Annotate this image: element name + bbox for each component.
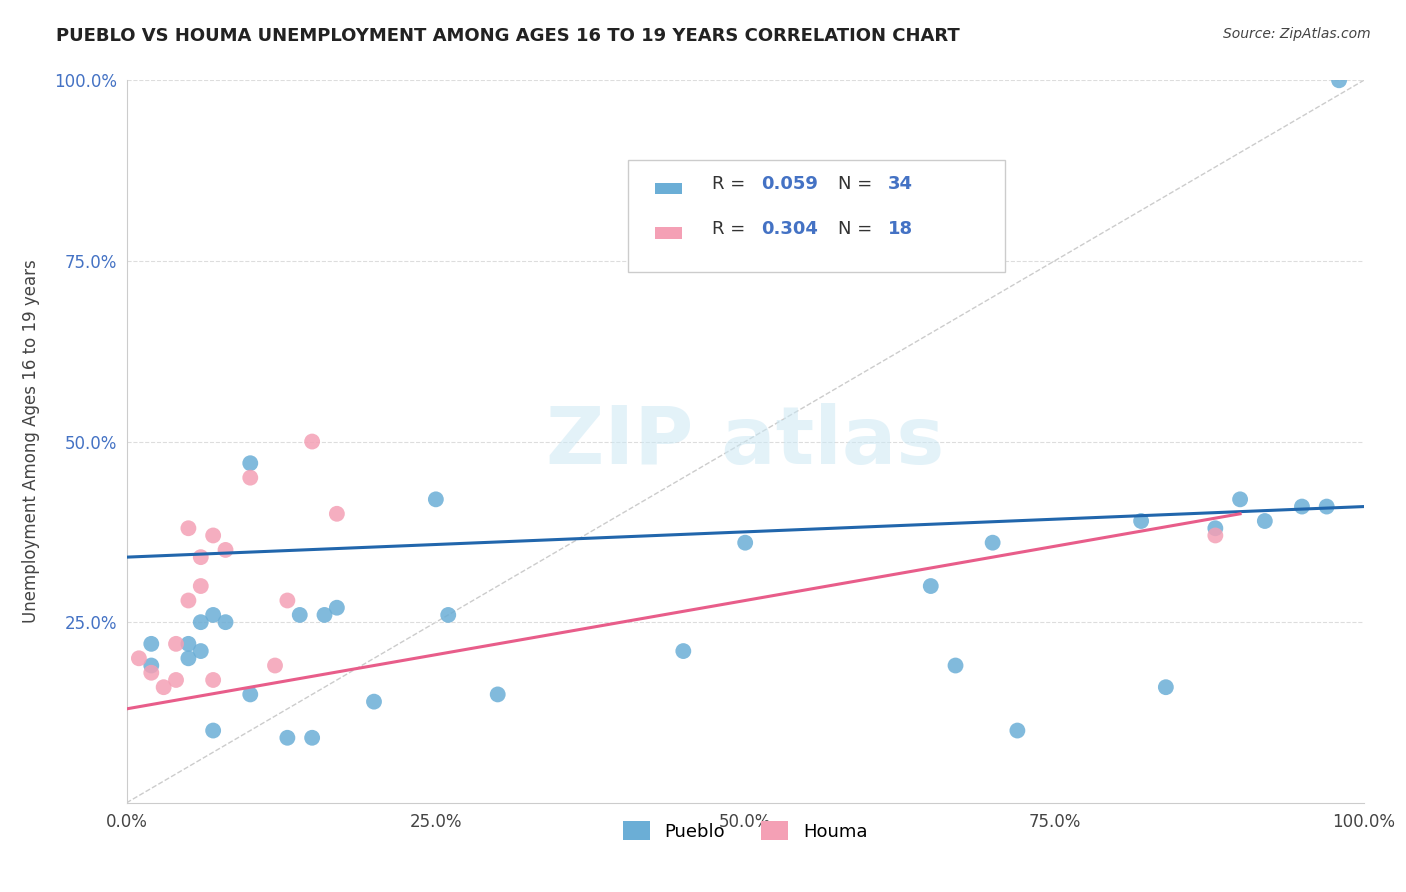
Text: 0.304: 0.304 xyxy=(761,220,818,238)
Text: PUEBLO VS HOUMA UNEMPLOYMENT AMONG AGES 16 TO 19 YEARS CORRELATION CHART: PUEBLO VS HOUMA UNEMPLOYMENT AMONG AGES … xyxy=(56,27,960,45)
Legend: Pueblo, Houma: Pueblo, Houma xyxy=(616,814,875,848)
Text: Source: ZipAtlas.com: Source: ZipAtlas.com xyxy=(1223,27,1371,41)
Point xyxy=(945,658,967,673)
Point xyxy=(1204,528,1226,542)
Point xyxy=(202,723,225,738)
Point xyxy=(1254,514,1277,528)
Point xyxy=(363,695,385,709)
Point xyxy=(920,579,942,593)
Point xyxy=(165,673,187,687)
Point xyxy=(177,521,200,535)
Point xyxy=(152,680,174,694)
Point xyxy=(437,607,460,622)
Point xyxy=(177,637,200,651)
Text: R =: R = xyxy=(711,176,751,194)
Text: 34: 34 xyxy=(887,176,912,194)
Text: ZIP atlas: ZIP atlas xyxy=(546,402,945,481)
Point xyxy=(672,644,695,658)
FancyBboxPatch shape xyxy=(655,183,682,194)
Text: 18: 18 xyxy=(887,220,912,238)
Point xyxy=(239,687,262,701)
Point xyxy=(177,651,200,665)
Point xyxy=(326,600,349,615)
Point xyxy=(214,542,236,557)
Point xyxy=(239,470,262,484)
Point xyxy=(486,687,509,701)
Point xyxy=(1316,500,1339,514)
Point xyxy=(202,673,225,687)
FancyBboxPatch shape xyxy=(655,227,682,239)
Point xyxy=(981,535,1004,549)
Point xyxy=(1154,680,1177,694)
Text: N =: N = xyxy=(838,176,877,194)
Text: 0.059: 0.059 xyxy=(761,176,818,194)
Point xyxy=(734,535,756,549)
Point xyxy=(202,528,225,542)
Point xyxy=(141,665,163,680)
Point xyxy=(190,579,212,593)
Point xyxy=(301,731,323,745)
Y-axis label: Unemployment Among Ages 16 to 19 years: Unemployment Among Ages 16 to 19 years xyxy=(22,260,39,624)
Point xyxy=(1007,723,1029,738)
Point xyxy=(276,731,298,745)
Point xyxy=(239,456,262,470)
Point xyxy=(190,550,212,565)
Point xyxy=(128,651,150,665)
Point xyxy=(301,434,323,449)
Point xyxy=(177,593,200,607)
Point xyxy=(326,507,349,521)
Text: N =: N = xyxy=(838,220,877,238)
Text: R =: R = xyxy=(711,220,751,238)
Point xyxy=(190,644,212,658)
Point xyxy=(288,607,311,622)
Point xyxy=(425,492,447,507)
Point xyxy=(141,637,163,651)
Point xyxy=(1204,521,1226,535)
Point xyxy=(202,607,225,622)
Point xyxy=(190,615,212,630)
Point xyxy=(276,593,298,607)
Point xyxy=(1130,514,1153,528)
Point xyxy=(1327,73,1350,87)
Point xyxy=(1229,492,1251,507)
Point xyxy=(141,658,163,673)
FancyBboxPatch shape xyxy=(627,160,1005,272)
Point xyxy=(1291,500,1313,514)
Point xyxy=(314,607,336,622)
Point xyxy=(264,658,287,673)
Point xyxy=(214,615,236,630)
Point xyxy=(165,637,187,651)
